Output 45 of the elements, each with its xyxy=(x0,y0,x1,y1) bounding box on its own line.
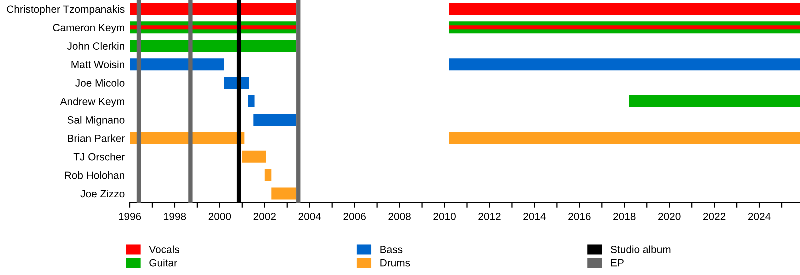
bar xyxy=(629,96,800,108)
x-tick-label: 2018 xyxy=(614,212,636,220)
bar xyxy=(130,26,296,30)
bar xyxy=(130,40,296,52)
x-tick-label: 2008 xyxy=(388,212,411,220)
bar xyxy=(449,3,800,16)
x-tick-label: 2012 xyxy=(478,212,501,220)
x-tick-label: 2020 xyxy=(658,212,681,220)
y-tick-label: Christopher Tzompanakis xyxy=(7,5,125,16)
bar xyxy=(272,188,296,200)
y-tick-label: TJ Orscher xyxy=(74,153,125,161)
legend-label: EP xyxy=(611,259,624,267)
bar xyxy=(254,114,296,126)
x-tick-label: 2014 xyxy=(524,212,546,220)
bar xyxy=(264,169,272,182)
bar xyxy=(449,58,800,71)
y-tick-label: Cameron Keym xyxy=(53,24,124,34)
legend-label: Guitar xyxy=(150,259,178,267)
x-tick-label: 2000 xyxy=(208,212,232,220)
bar xyxy=(130,3,296,16)
legend-label: Bass xyxy=(380,246,403,254)
x-tick-label: 2024 xyxy=(748,212,771,220)
x-tick-label: 2022 xyxy=(704,212,726,220)
y-tick-label: Andrew Keym xyxy=(60,98,124,108)
x-tick-label: 2004 xyxy=(298,212,322,220)
bar xyxy=(248,96,255,108)
y-tick-label: Joe Micolo xyxy=(76,79,125,87)
y-tick-label: Rob Holohan xyxy=(65,172,124,180)
bar xyxy=(449,26,800,30)
bar xyxy=(242,150,266,163)
x-tick-label: 1998 xyxy=(164,212,186,220)
y-tick-label: Brian Parker xyxy=(68,134,125,142)
legend-label: Vocals xyxy=(149,246,180,254)
x-tick-label: 2010 xyxy=(434,212,456,220)
x-tick-label: 2016 xyxy=(568,212,591,220)
y-tick-label: John Clerkin xyxy=(67,42,124,50)
y-tick-label: Sal Mignano xyxy=(68,116,125,126)
x-tick-label: 2002 xyxy=(254,212,276,220)
bar xyxy=(449,132,800,144)
y-tick-label: Joe Zizzo xyxy=(80,190,125,198)
x-tick-label: 2006 xyxy=(344,212,366,220)
x-tick-label: 1996 xyxy=(119,212,142,220)
legend-label: Drums xyxy=(380,259,410,267)
y-tick-label: Matt Woisin xyxy=(72,60,124,68)
legend-label: Studio album xyxy=(611,246,671,254)
